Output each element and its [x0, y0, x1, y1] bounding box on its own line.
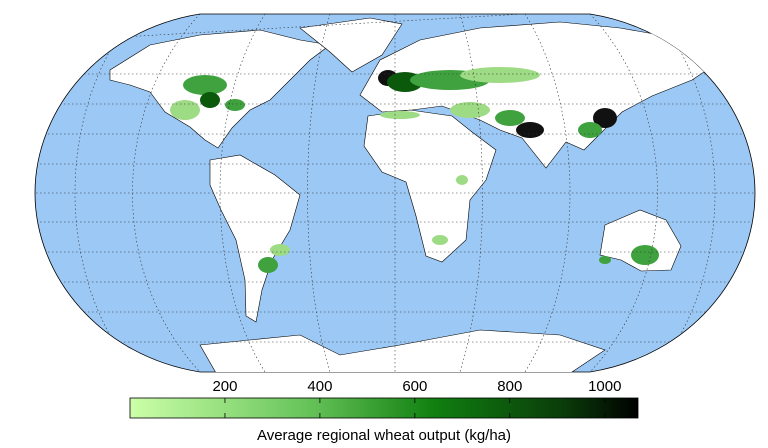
- colorbar-axis: 200 400 600 800 1000: [212, 378, 621, 418]
- colorbar-tick-label: 800: [497, 378, 522, 395]
- colorbar-tick-label: 200: [212, 378, 237, 395]
- land: [35, 14, 755, 372]
- south-america: [209, 154, 301, 323]
- antarctica: [199, 329, 606, 372]
- africa: [363, 109, 497, 263]
- colorbar-label: Average regional wheat output (kg/ha): [257, 427, 511, 444]
- colorbar-tick-label: 1000: [588, 378, 621, 395]
- greenland: [299, 17, 403, 73]
- graticule: [35, 14, 755, 372]
- colorbar-tick-label: 600: [402, 378, 427, 395]
- colorbar: [129, 397, 639, 419]
- colorbar-tick-label: 400: [307, 378, 332, 395]
